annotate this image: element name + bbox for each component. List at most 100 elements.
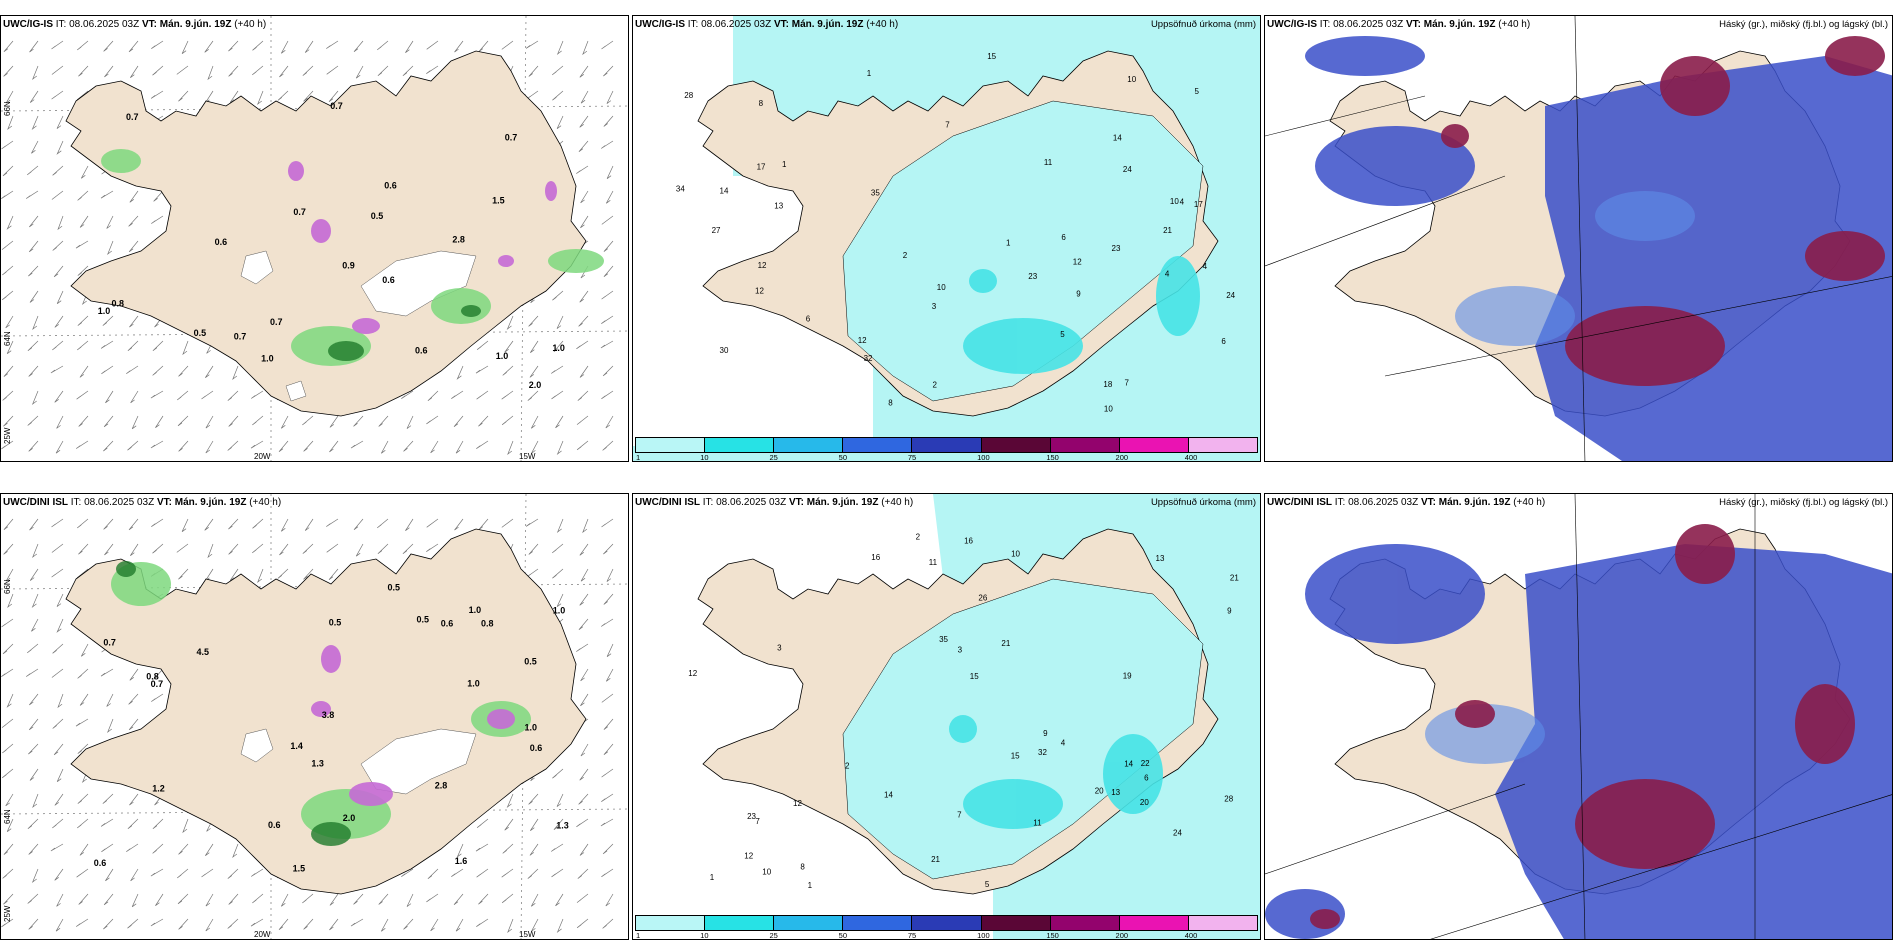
wind-barb bbox=[402, 543, 414, 554]
wind-barb bbox=[278, 440, 289, 452]
wind-barb bbox=[77, 668, 89, 679]
wind-barb bbox=[601, 793, 614, 802]
wind-barb bbox=[228, 415, 239, 427]
wind-barb bbox=[1, 440, 14, 450]
wind-barb bbox=[181, 518, 189, 532]
precip-number: 23 bbox=[1112, 244, 1121, 253]
panel-header: UWC/DINI ISL IT: 08.06.2025 03Z VT: Mán.… bbox=[3, 497, 282, 508]
wind-barb bbox=[528, 65, 539, 77]
precip-purple bbox=[311, 645, 515, 806]
weather-values: 1.3 0.7 0.5 1.0 1.2 0.5 0.8 0.6 0.6 1.4 1.5 0.6 0.7 1… bbox=[94, 583, 569, 874]
precip-number: 5 bbox=[1195, 87, 1200, 96]
wind-barb bbox=[600, 818, 614, 827]
wind-barb bbox=[552, 290, 564, 301]
precip-number: 28 bbox=[684, 91, 693, 100]
wind-barb bbox=[579, 290, 589, 303]
wind-barb bbox=[552, 90, 564, 101]
wind-barb bbox=[553, 818, 564, 830]
wind-barb bbox=[31, 868, 39, 884]
wind-barb bbox=[606, 90, 614, 104]
wind-barb bbox=[128, 518, 139, 531]
wind-barb bbox=[576, 440, 589, 451]
precip-moderate bbox=[963, 256, 1200, 374]
precip-number: 14 bbox=[720, 186, 729, 195]
wind-barb bbox=[75, 718, 89, 727]
precip-number: 16 bbox=[964, 536, 973, 545]
wind-barb bbox=[6, 340, 14, 354]
precip-title: Uppsöfnuð úrkoma (mm) bbox=[1150, 497, 1256, 508]
wind-barb bbox=[52, 718, 64, 729]
wind-barb bbox=[29, 215, 39, 228]
wind-barb bbox=[5, 90, 14, 104]
wind-barb bbox=[127, 440, 139, 451]
lon-label-25: 25W bbox=[3, 427, 12, 444]
wind-barb bbox=[576, 165, 589, 174]
wind-barb bbox=[302, 893, 314, 904]
wind-barb bbox=[426, 40, 439, 50]
wind-barb bbox=[551, 868, 564, 878]
wind-barb bbox=[530, 340, 539, 353]
wind-barb bbox=[250, 390, 264, 399]
precip-number: 10 bbox=[1011, 550, 1020, 559]
weather-value: 0.5 bbox=[524, 656, 537, 666]
wind-barb bbox=[580, 668, 589, 682]
wind-barb bbox=[32, 315, 39, 331]
wind-barb bbox=[555, 415, 564, 429]
precip-number: 13 bbox=[1156, 554, 1165, 563]
wind-barb bbox=[151, 40, 164, 49]
colorbar-label: 100 bbox=[977, 931, 990, 940]
wind-barb bbox=[79, 215, 89, 228]
wind-barb bbox=[205, 918, 214, 932]
wind-barb bbox=[80, 643, 89, 657]
precip-dark bbox=[116, 561, 351, 846]
wind-barb bbox=[50, 843, 64, 852]
precip-number: 4 bbox=[1061, 738, 1066, 747]
colorbar-label: 75 bbox=[907, 453, 917, 462]
cloud-low bbox=[1425, 704, 1545, 764]
wind-barb bbox=[578, 618, 589, 630]
weather-value: 1.5 bbox=[492, 196, 505, 206]
clouds-panel-bottom: UWC/DINI ISL IT: 08.06.2025 03Z VT: Mán.… bbox=[1264, 493, 1893, 940]
wind-barb bbox=[405, 518, 414, 531]
wind-barb bbox=[52, 818, 64, 829]
clouds-map bbox=[1265, 494, 1892, 939]
wind-barb bbox=[476, 340, 489, 350]
wind-barb bbox=[552, 568, 564, 579]
wind-barb bbox=[27, 340, 39, 351]
wind-barb bbox=[302, 415, 314, 426]
wind-barb bbox=[101, 365, 114, 375]
wind-barb bbox=[578, 140, 589, 152]
wind-barb bbox=[576, 643, 589, 652]
wind-barb bbox=[578, 793, 589, 805]
weather-value: 0.7 bbox=[151, 679, 164, 689]
wind-barb bbox=[501, 893, 514, 904]
wind-barb bbox=[106, 215, 114, 229]
wind-barb bbox=[328, 90, 339, 102]
wind-barb bbox=[52, 340, 64, 351]
colorbar-swatches bbox=[635, 437, 1258, 453]
weather-value: 1.0 bbox=[552, 343, 565, 353]
wind-barb bbox=[130, 868, 139, 882]
wind-barb bbox=[601, 315, 614, 324]
wind-barb bbox=[304, 518, 314, 531]
wind-barb bbox=[576, 340, 589, 350]
wind-barb bbox=[501, 390, 514, 400]
wind-barb bbox=[455, 918, 464, 932]
colorbar-swatch bbox=[1050, 438, 1120, 452]
wind-barb bbox=[476, 818, 489, 828]
precip-number: 24 bbox=[1226, 291, 1235, 300]
wind-barb bbox=[25, 668, 39, 677]
wind-barb bbox=[427, 868, 439, 879]
wind-barb bbox=[2, 643, 14, 655]
wind-barb bbox=[302, 543, 314, 554]
wind-barb bbox=[56, 290, 64, 304]
wind-barb bbox=[600, 618, 614, 627]
wind-barb bbox=[126, 843, 139, 852]
wind-barb bbox=[51, 90, 64, 100]
precip-number: 27 bbox=[712, 226, 721, 235]
wind-barb bbox=[78, 893, 89, 905]
wind-barb bbox=[5, 568, 14, 582]
colorbar-swatch bbox=[981, 438, 1051, 452]
precip-number: 21 bbox=[931, 855, 940, 864]
